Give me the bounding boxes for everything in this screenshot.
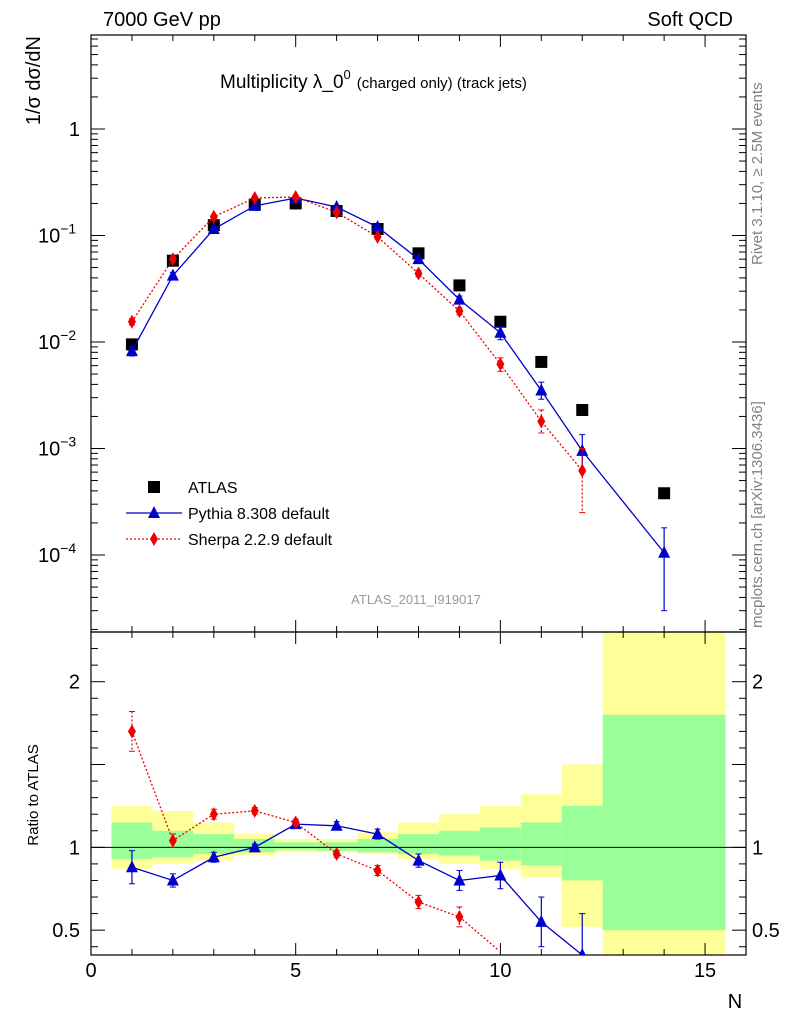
- ratio-point-diamond: [127, 724, 136, 739]
- ratio-point-triangle: [207, 850, 220, 863]
- ratio-ytick-label-right: 2: [752, 672, 763, 694]
- ratio-ytick-label: 2: [69, 672, 80, 694]
- x-tick-label: 10: [489, 960, 511, 982]
- data-point-diamond: [455, 304, 464, 319]
- x-tick-label: 5: [290, 960, 301, 982]
- ratio-point-triangle: [494, 868, 507, 881]
- ratio-point-diamond: [332, 846, 341, 861]
- band-green: [602, 714, 726, 931]
- data-point-diamond: [537, 414, 546, 429]
- data-point-diamond: [373, 229, 382, 244]
- ratio-point-diamond: [250, 803, 259, 818]
- ratio-line-0: [131, 823, 583, 955]
- band-green: [275, 842, 317, 850]
- data-point-triangle: [371, 220, 384, 233]
- band-green: [193, 834, 235, 854]
- main-ytick-label: 10−4: [38, 540, 76, 567]
- ratio-ytick-label-right: 1: [752, 837, 763, 859]
- data-point-diamond: [168, 252, 177, 267]
- band-green: [520, 822, 562, 866]
- data-point-triangle: [658, 545, 671, 558]
- ratio-point-triangle: [578, 948, 586, 955]
- ratio-ytick-label: 0.5: [52, 920, 80, 942]
- legend-label: Sherpa 2.2.9 default: [188, 532, 333, 549]
- main-ytick-label: 10−2: [38, 327, 76, 354]
- data-point-diamond: [291, 189, 300, 204]
- data-point-square: [494, 315, 507, 328]
- ratio-point-triangle: [125, 860, 138, 873]
- ratio-point-triangle: [371, 827, 384, 840]
- rivet-label: Rivet 3.1.10, ≥ 2.5M events: [749, 83, 766, 266]
- band-green: [357, 839, 399, 853]
- legend-label: ATLAS: [188, 480, 238, 497]
- ratio-point-diamond: [291, 815, 300, 830]
- data-point-triangle: [494, 325, 507, 338]
- legend-marker-triangle: [148, 506, 160, 518]
- x-tick-label: 15: [694, 960, 716, 982]
- band-green: [398, 834, 439, 854]
- ratio-point-diamond: [209, 807, 218, 822]
- data-point-triangle: [453, 292, 466, 305]
- legend-marker-diamond: [150, 532, 158, 546]
- ratio-point-diamond: [414, 894, 423, 909]
- legend-marker-square: [148, 481, 160, 493]
- watermark: ATLAS_2011_I919017: [351, 592, 481, 607]
- main-title-text: Multiplicity λ_0: [220, 72, 344, 93]
- data-point-triangle: [166, 268, 179, 281]
- data-point-diamond: [578, 463, 587, 478]
- band-green: [479, 827, 521, 861]
- ratio-point-triangle: [166, 873, 179, 886]
- main-title-sup: 0: [344, 67, 351, 82]
- x-tick-label: 0: [85, 960, 96, 982]
- main-ytick-label: 10−3: [38, 434, 76, 461]
- mcplots-label: mcplots.cern.ch [arXiv:1306.3436]: [749, 401, 766, 628]
- header-left: 7000 GeV pp: [103, 9, 221, 31]
- band-green: [316, 842, 358, 851]
- series-line-2: [131, 196, 583, 472]
- data-point-diamond: [250, 190, 259, 205]
- data-point-diamond: [209, 209, 218, 224]
- ratio-ytick-label: 1: [69, 837, 80, 859]
- series-line-1: [131, 197, 665, 554]
- ratio-point-triangle: [453, 873, 466, 886]
- data-point-square: [535, 355, 548, 368]
- data-point-diamond: [414, 266, 423, 281]
- data-point-diamond: [496, 357, 505, 372]
- x-axis-label: N: [728, 991, 742, 1013]
- ratio-point-diamond: [373, 863, 382, 878]
- main-title-suffix: (charged only) (track jets): [357, 75, 527, 92]
- data-point-square: [658, 487, 671, 500]
- main-ylabel: 1/σ dσ/dN: [23, 36, 45, 125]
- header-right: Soft QCD: [647, 9, 733, 31]
- ratio-ytick-label-right: 0.5: [752, 920, 780, 942]
- ratio-series-group: [125, 711, 586, 955]
- band-green: [438, 830, 480, 856]
- data-point-diamond: [332, 205, 341, 220]
- data-point-square: [453, 279, 466, 292]
- data-point-triangle: [535, 383, 548, 396]
- ratio-point-triangle: [248, 840, 261, 853]
- ratio-point-diamond: [168, 833, 177, 848]
- ratio-ylabel: Ratio to ATLAS: [25, 744, 42, 845]
- ratio-point-triangle: [330, 818, 343, 831]
- ratio-point-triangle: [412, 853, 425, 866]
- main-title: Multiplicity λ_00 (charged only) (track j…: [220, 67, 527, 93]
- main-ytick-label: 1: [69, 119, 80, 141]
- band-green: [561, 805, 603, 881]
- ratio-point-diamond: [455, 909, 464, 924]
- data-point-triangle: [412, 252, 425, 265]
- legend-label: Pythia 8.308 default: [188, 506, 330, 523]
- data-point-triangle: [125, 344, 138, 357]
- data-point-diamond: [127, 314, 136, 329]
- data-point-triangle: [207, 222, 220, 235]
- ratio-line-1: [131, 731, 499, 951]
- ratio-point-triangle: [535, 914, 548, 927]
- main-ytick-label: 10−1: [38, 221, 76, 248]
- data-point-square: [576, 403, 589, 416]
